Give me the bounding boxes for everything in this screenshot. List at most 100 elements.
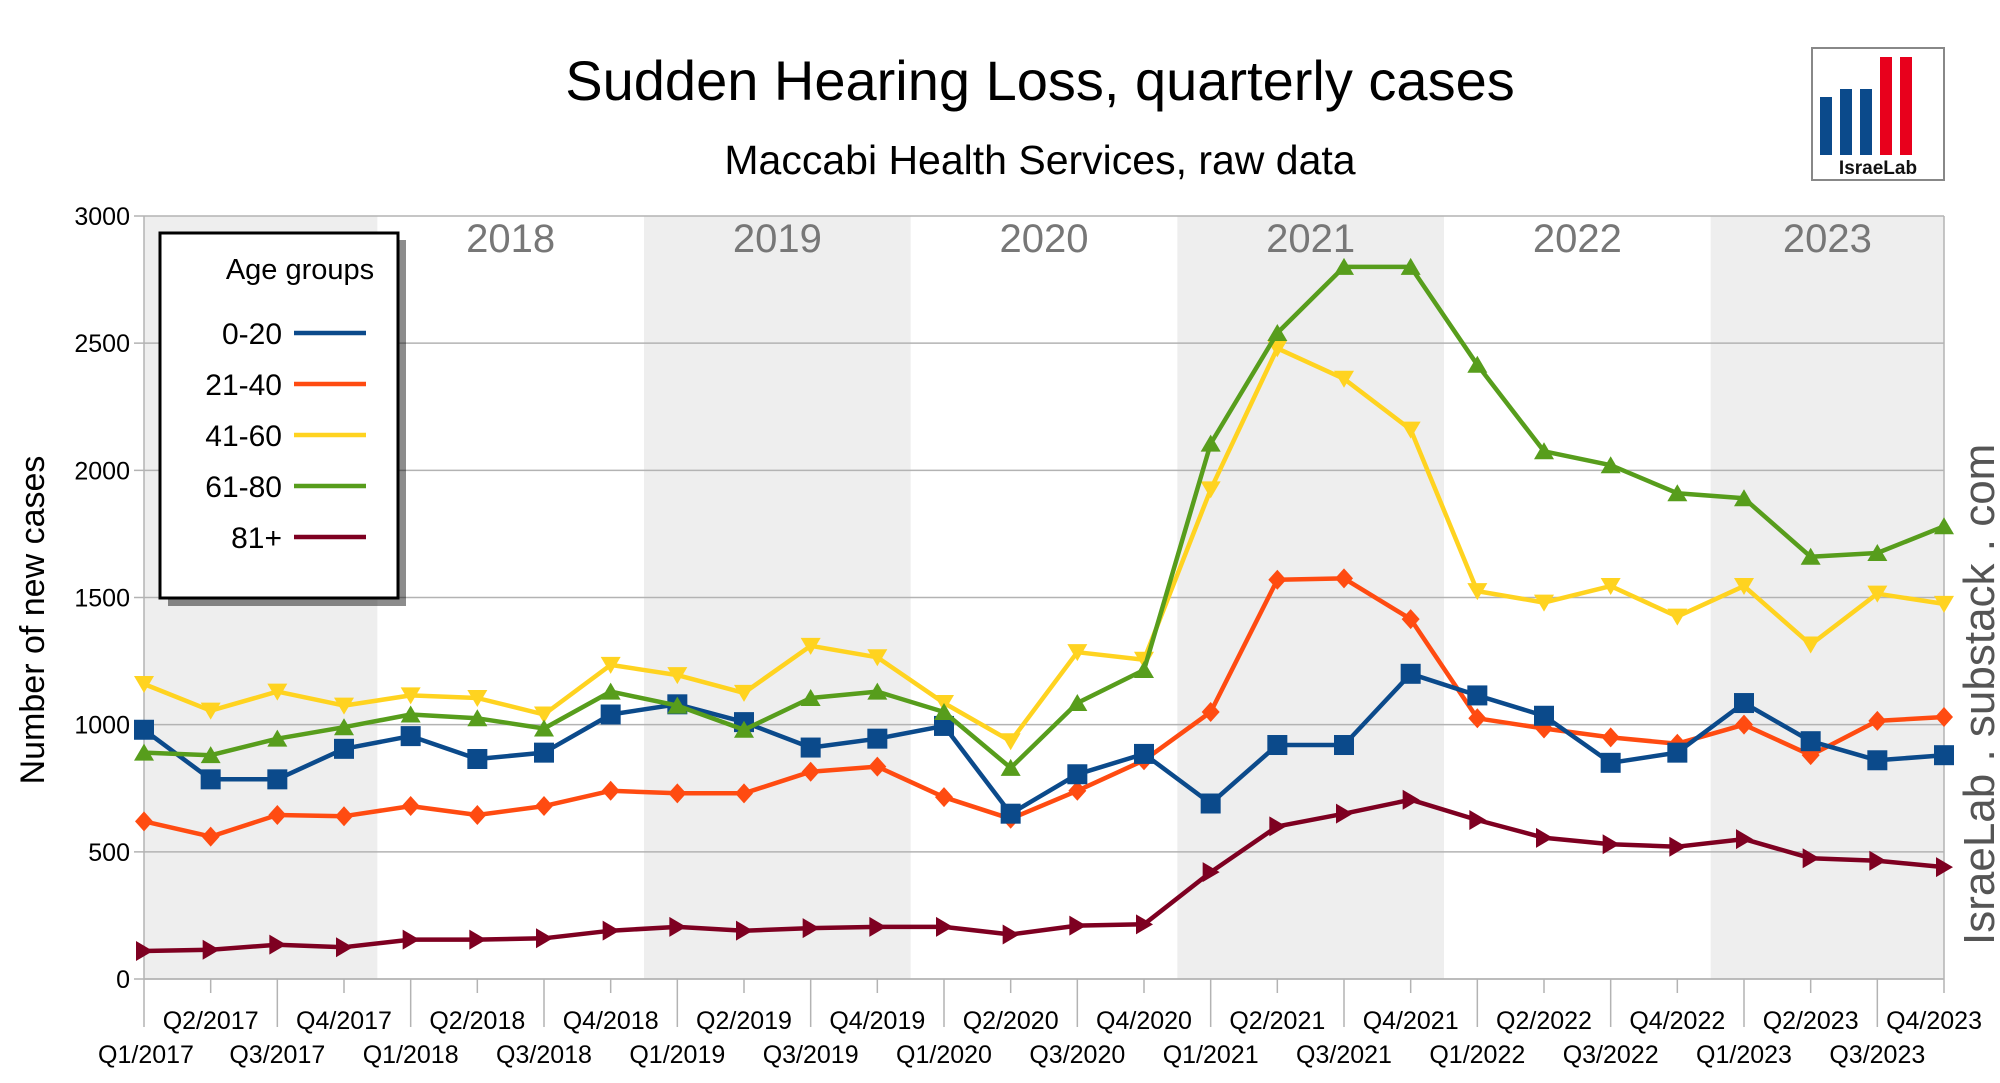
data-point <box>600 656 621 674</box>
data-point <box>1467 685 1488 706</box>
y-axis-label: Number of new cases <box>14 456 52 785</box>
data-point <box>536 928 553 949</box>
data-point <box>1667 608 1688 626</box>
data-point <box>800 637 821 655</box>
data-point <box>334 697 354 715</box>
data-point <box>1334 257 1354 275</box>
watermark-text: IsraeLab . substack . com <box>1955 444 2000 945</box>
data-point <box>1867 543 1888 561</box>
data-point <box>1800 731 1821 752</box>
data-point <box>735 783 753 804</box>
data-point <box>136 941 153 962</box>
x-tick-label: Q3/2019 <box>763 1041 859 1069</box>
data-point <box>1268 569 1287 590</box>
data-point <box>1602 834 1620 855</box>
x-tick-label: Q4/2018 <box>563 1007 659 1035</box>
data-point <box>600 682 621 700</box>
data-point <box>134 719 154 740</box>
data-point <box>202 939 220 960</box>
legend-label: 0-20 <box>222 318 282 351</box>
data-point <box>534 719 554 737</box>
data-point <box>1469 810 1487 831</box>
data-point <box>1669 836 1687 857</box>
x-tick-label: Q2/2021 <box>1229 1007 1325 1035</box>
data-point <box>469 929 487 950</box>
series-line <box>143 346 1945 744</box>
data-point <box>336 937 353 958</box>
data-point <box>1869 850 1887 871</box>
data-point <box>1202 862 1220 883</box>
data-point <box>1067 644 1088 662</box>
data-point <box>1000 733 1021 751</box>
x-tick-label: Q4/2019 <box>829 1007 925 1035</box>
legend-label: 61-80 <box>205 471 282 504</box>
data-point <box>1601 727 1620 748</box>
data-point <box>600 704 621 725</box>
x-tick-label: Q4/2021 <box>1363 1007 1459 1035</box>
year-band-label: 2020 <box>1000 217 1089 261</box>
year-band-label: 2019 <box>733 217 822 261</box>
data-point <box>934 715 954 736</box>
data-point <box>1467 583 1488 601</box>
data-point <box>1667 484 1688 502</box>
data-point <box>1802 848 1820 869</box>
x-tick-label: Q4/2017 <box>296 1007 392 1035</box>
data-point <box>1201 701 1220 722</box>
data-point <box>135 811 153 832</box>
x-tick-label: Q2/2022 <box>1496 1007 1592 1035</box>
data-point <box>1134 743 1154 764</box>
data-point <box>1800 547 1821 565</box>
data-point <box>1336 803 1353 824</box>
data-point <box>1400 663 1421 684</box>
data-point <box>1536 827 1553 848</box>
axes <box>143 216 1945 1027</box>
data-point <box>1867 750 1888 771</box>
data-point <box>400 705 421 723</box>
legend-label: 21-40 <box>205 369 282 402</box>
data-point <box>1600 578 1621 596</box>
data-point <box>1269 816 1287 837</box>
data-point <box>667 696 688 714</box>
x-tick-label: Q3/2022 <box>1563 1041 1659 1069</box>
data-point <box>269 934 287 955</box>
data-point <box>334 718 354 736</box>
data-point <box>267 769 288 790</box>
x-tick-label: Q3/2021 <box>1296 1041 1392 1069</box>
data-point <box>1534 442 1554 460</box>
year-band-label: 2021 <box>1266 217 1355 261</box>
series-line <box>142 671 1945 816</box>
data-point <box>400 687 421 705</box>
data-point <box>800 688 821 706</box>
y-tick-label: 1000 <box>74 712 130 740</box>
y-tick-label: 2000 <box>74 457 130 485</box>
data-point <box>1134 660 1154 678</box>
data-point <box>1735 714 1753 735</box>
data-point <box>400 726 421 747</box>
x-tick-label: Q3/2020 <box>1029 1041 1125 1069</box>
x-tick-label: Q4/2023 <box>1886 1007 1982 1035</box>
x-tick-label: Q3/2023 <box>1829 1041 1925 1069</box>
x-tick-label: Q4/2020 <box>1096 1007 1192 1035</box>
y-tick-label: 2500 <box>74 330 130 358</box>
legend-title: Age groups <box>226 254 374 286</box>
x-tick-label: Q1/2023 <box>1696 1041 1792 1069</box>
data-point <box>1400 257 1421 275</box>
x-tick-label: Q2/2019 <box>696 1007 792 1035</box>
x-tick-label: Q3/2017 <box>229 1041 325 1069</box>
series-61-80 <box>134 257 1954 776</box>
data-point <box>934 702 954 720</box>
logo-bar-5 <box>1900 57 1912 155</box>
year-band-label: 2022 <box>1533 217 1622 261</box>
x-tick-label: Q1/2021 <box>1163 1041 1259 1069</box>
data-point <box>1934 517 1954 535</box>
logo-bar-3 <box>1860 89 1872 155</box>
x-tick-label: Q2/2017 <box>163 1007 259 1035</box>
data-point <box>1401 609 1420 630</box>
data-point <box>1067 694 1088 712</box>
data-point <box>867 728 888 749</box>
data-point <box>467 689 488 707</box>
data-point <box>1136 914 1153 935</box>
data-point <box>534 742 554 763</box>
data-point <box>667 667 688 685</box>
